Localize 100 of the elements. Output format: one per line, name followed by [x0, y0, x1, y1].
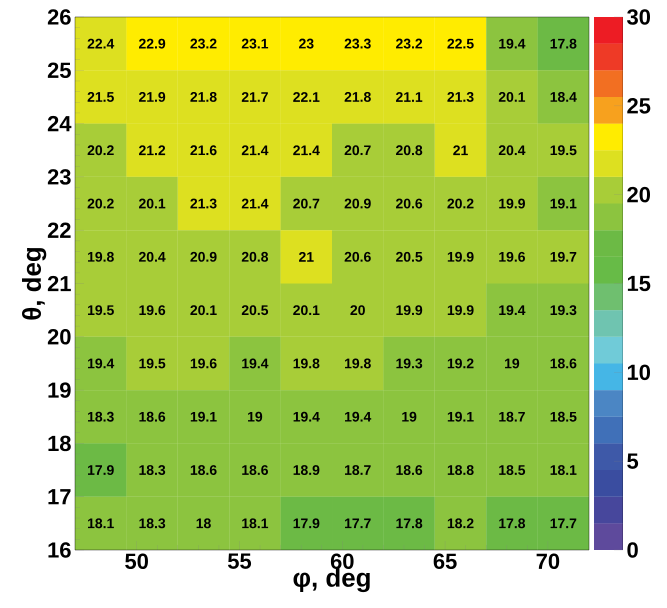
- color-bar-label: 15: [628, 276, 650, 292]
- data-label: 21.1: [396, 92, 422, 102]
- x-tick-label: 70: [536, 554, 560, 570]
- data-label: 20.2: [88, 145, 114, 156]
- data-label: 19.9: [396, 305, 422, 316]
- data-label: 21.8: [190, 92, 217, 102]
- data-label: 18.7: [499, 412, 525, 422]
- data-label: 17.7: [345, 518, 371, 528]
- data-label: 18.4: [550, 92, 577, 102]
- data-label: 18.9: [294, 465, 320, 475]
- data-label: 20.2: [447, 198, 474, 208]
- data-label: 17.8: [499, 518, 526, 528]
- data-label: 21.3: [190, 198, 217, 208]
- data-label: 19.1: [190, 412, 217, 422]
- data-label: 19.4: [88, 358, 114, 368]
- data-label: 20.9: [344, 198, 371, 208]
- data-label: 19.6: [139, 305, 166, 316]
- y-tick-label: 17: [48, 489, 71, 504]
- data-label: 19.9: [448, 305, 474, 316]
- y-tick-label: 16: [48, 542, 71, 558]
- data-label: 19.1: [550, 198, 576, 208]
- data-label: 20.5: [396, 252, 422, 262]
- y-tick-label: 24: [48, 116, 72, 132]
- data-label: 21.3: [447, 92, 474, 102]
- data-label: 18.3: [139, 518, 166, 528]
- data-label: 19.5: [88, 305, 114, 316]
- data-label: 23: [299, 38, 314, 49]
- data-label: 20.5: [242, 305, 268, 316]
- data-label: 18.6: [396, 465, 422, 475]
- data-label: 21.7: [242, 92, 268, 102]
- data-label: 20.4: [498, 145, 526, 156]
- data-label: 20.9: [190, 252, 217, 262]
- data-label: 20.6: [344, 252, 371, 262]
- data-label: 19.6: [190, 358, 217, 368]
- data-label: 23.1: [242, 38, 268, 49]
- data-label: 19.8: [294, 358, 320, 368]
- data-label: 20.1: [139, 198, 166, 208]
- data-label: 19.7: [550, 252, 576, 262]
- data-label: 19.9: [448, 252, 474, 262]
- data-label: 19.4: [499, 305, 526, 316]
- data-label: 18.1: [88, 518, 114, 528]
- data-label: 18.1: [550, 465, 576, 475]
- data-label: 20.7: [293, 198, 320, 208]
- y-axis-title: θ, deg: [22, 248, 46, 320]
- data-label: 20.7: [344, 145, 371, 156]
- data-label: 23.2: [396, 38, 422, 49]
- color-bar-label: 10: [628, 364, 650, 380]
- data-label: 21.2: [139, 145, 166, 156]
- color-bar-label: 5: [627, 454, 638, 469]
- y-tick-label: 21: [48, 276, 71, 292]
- data-label: 19.3: [396, 358, 422, 368]
- data-label: 23.3: [344, 38, 371, 49]
- data-label: 19.9: [499, 198, 525, 208]
- color-bar-label: 20: [627, 186, 650, 202]
- data-label: 22.9: [139, 38, 166, 49]
- y-tick-label: 18: [48, 436, 71, 452]
- data-label: 19: [505, 358, 520, 368]
- y-tick-label: 25: [48, 62, 71, 78]
- data-label: 18.6: [190, 465, 217, 475]
- color-bar-label: 30: [627, 9, 650, 25]
- y-tick-label: 20: [48, 329, 71, 345]
- data-label: 18.6: [550, 358, 576, 368]
- data-label: 17.8: [550, 38, 576, 49]
- data-label: 19.4: [242, 358, 268, 368]
- data-label: 17.9: [294, 518, 320, 528]
- data-label: 21.8: [344, 92, 371, 102]
- data-label: 19.4: [294, 412, 320, 422]
- color-bar-label: 25: [627, 98, 650, 114]
- data-label: 18.1: [242, 518, 268, 528]
- data-label: 19.5: [139, 358, 166, 368]
- data-label: 21.6: [190, 145, 217, 156]
- data-label: 21.5: [88, 92, 114, 102]
- data-label: 21.9: [139, 92, 166, 102]
- data-label: 19: [248, 412, 262, 422]
- x-tick-label: 65: [434, 554, 457, 570]
- data-label: 20.1: [293, 305, 320, 316]
- data-label: 18.2: [448, 518, 474, 528]
- data-label: 19.8: [88, 252, 114, 262]
- data-label: 18: [196, 518, 211, 528]
- x-tick-label: 60: [330, 554, 354, 570]
- x-tick-label: 55: [228, 554, 252, 569]
- data-label: 18.5: [550, 412, 576, 422]
- data-label: 22.1: [293, 92, 320, 102]
- data-label: 22.4: [88, 38, 114, 49]
- data-label: 20.1: [190, 305, 217, 316]
- data-label: 19.6: [499, 252, 525, 262]
- data-label: 18.5: [499, 465, 526, 475]
- data-label: 18.6: [242, 465, 268, 475]
- x-axis-title: φ, deg: [294, 568, 370, 592]
- data-label: 21.4: [242, 145, 268, 156]
- data-label: 19.5: [550, 145, 576, 156]
- data-label: 21: [453, 145, 468, 156]
- data-label: 19.4: [345, 412, 372, 422]
- data-label: 17.8: [396, 518, 422, 528]
- data-label: 18.3: [88, 412, 114, 422]
- data-label: 23.2: [190, 38, 217, 49]
- data-label: 20.2: [88, 198, 114, 208]
- data-label: 21.4: [242, 198, 268, 208]
- data-label: 20.8: [242, 252, 268, 262]
- data-label: 19.2: [448, 358, 474, 368]
